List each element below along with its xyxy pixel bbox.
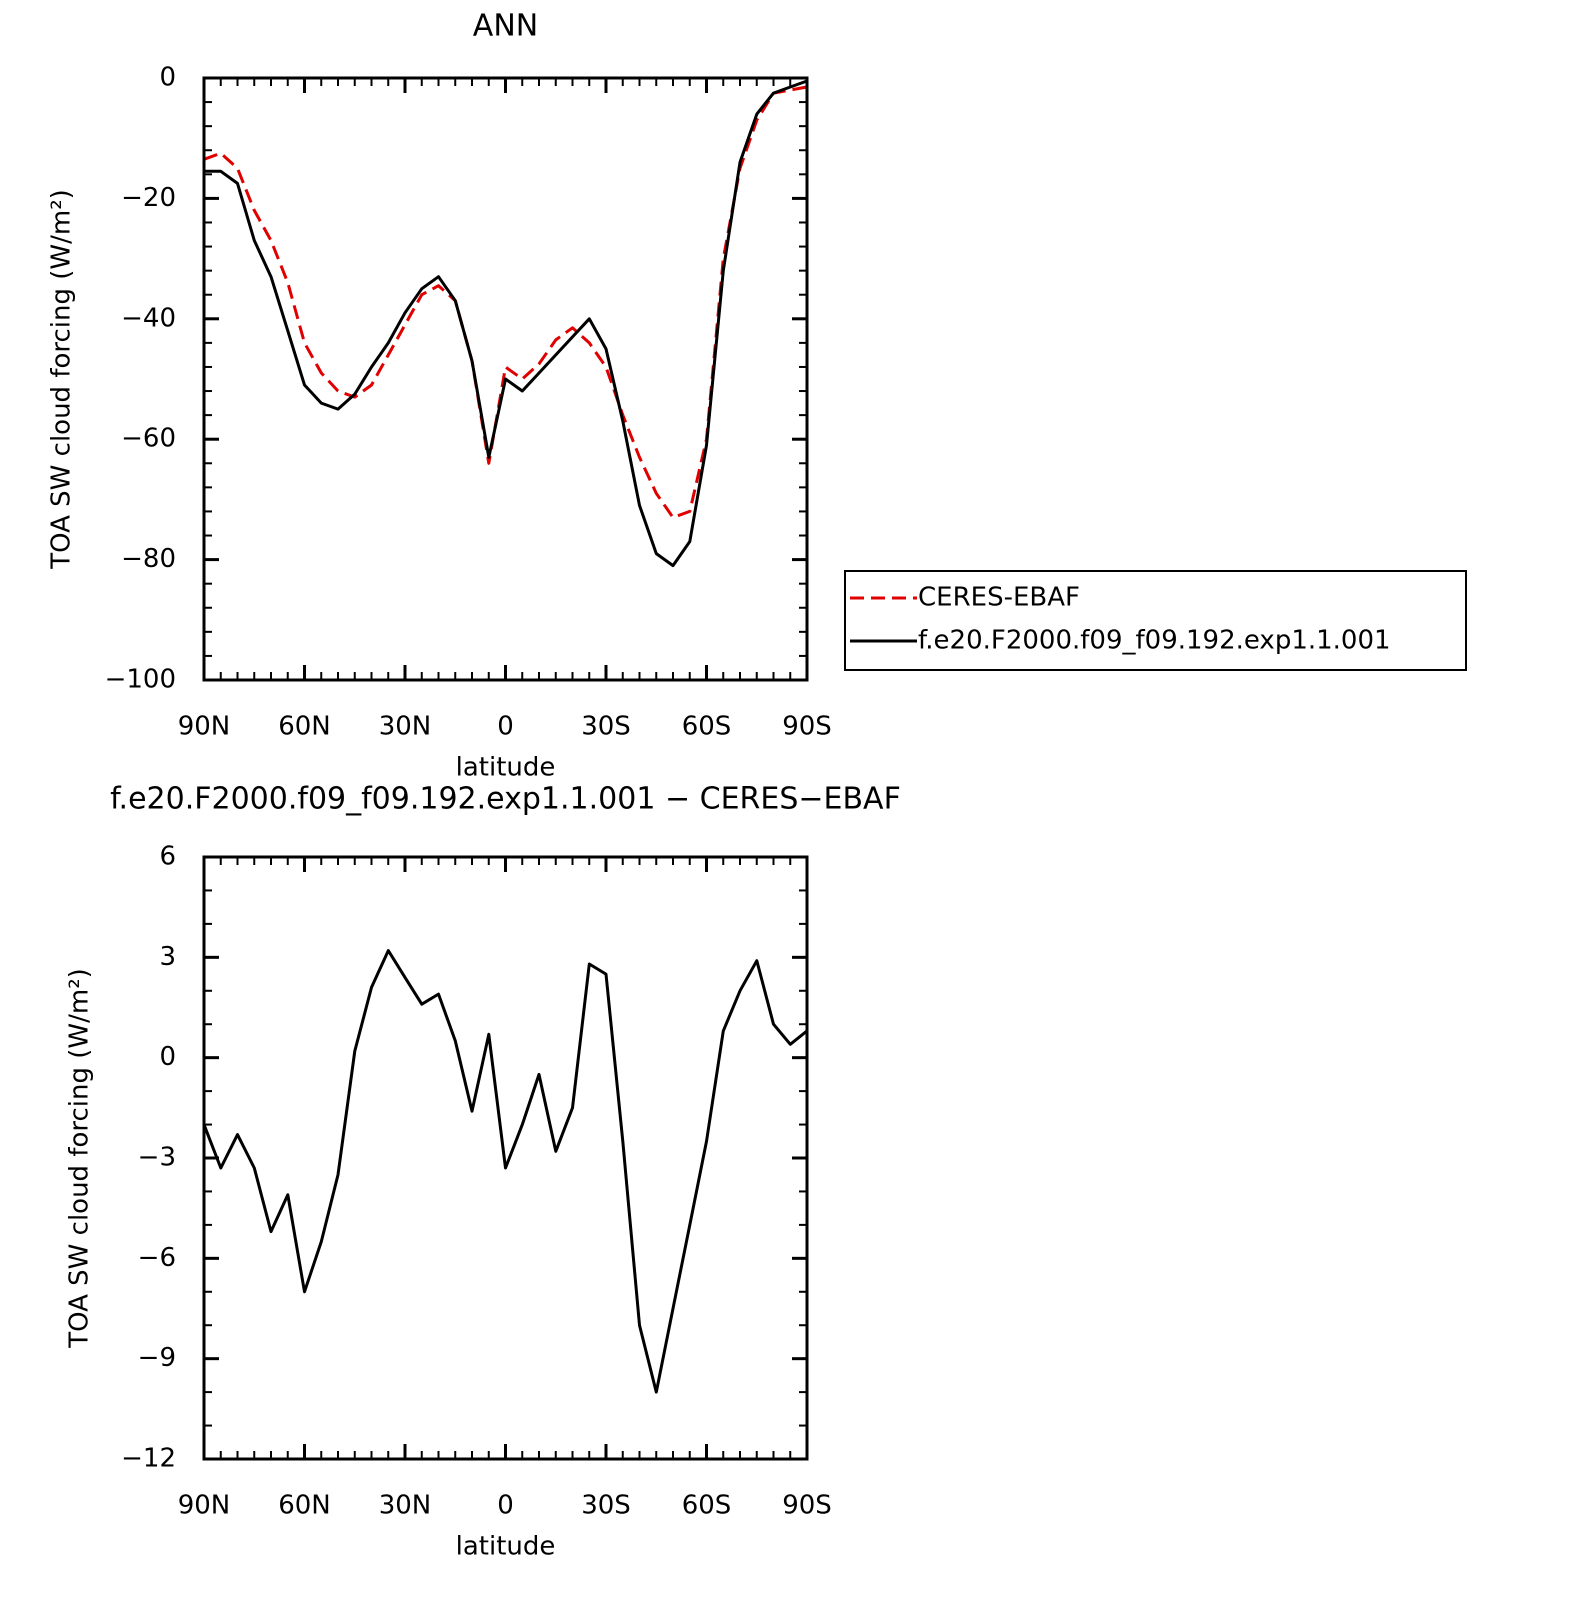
x-tick-label: 60N bbox=[278, 1491, 331, 1521]
y-tick-label: −3 bbox=[138, 1143, 176, 1173]
x-tick-label: 0 bbox=[497, 712, 514, 742]
legend-label: CERES-EBAF bbox=[918, 583, 1080, 613]
x-tick-label: 90S bbox=[782, 712, 832, 742]
y-tick-label: −100 bbox=[105, 665, 176, 695]
y-axis-label: TOA SW cloud forcing (W/m²) bbox=[65, 968, 95, 1349]
x-axis-label: latitude bbox=[456, 753, 556, 783]
y-tick-label: −6 bbox=[138, 1243, 176, 1273]
y-tick-label: −12 bbox=[121, 1444, 176, 1474]
plot-frame bbox=[202, 76, 809, 682]
plot-frame bbox=[202, 855, 809, 1461]
y-tick-label: −20 bbox=[121, 183, 176, 213]
y-tick-label: −80 bbox=[121, 544, 176, 574]
y-axis-label: TOA SW cloud forcing (W/m²) bbox=[47, 189, 77, 570]
y-tick-label: −40 bbox=[121, 303, 176, 333]
x-tick-label: 30N bbox=[379, 1491, 432, 1521]
x-tick-label: 90N bbox=[178, 1491, 231, 1521]
y-tick-label: −9 bbox=[138, 1343, 176, 1373]
y-tick-label: 0 bbox=[159, 63, 176, 93]
y-tick-label: 3 bbox=[159, 942, 176, 972]
x-tick-label: 30N bbox=[379, 712, 432, 742]
chart-title: f.e20.F2000.f09_f09.192.exp1.1.001 − CER… bbox=[110, 782, 901, 817]
chart-title: ANN bbox=[473, 9, 538, 44]
x-tick-label: 30S bbox=[581, 712, 631, 742]
data-line bbox=[204, 79, 808, 568]
x-tick-label: 60N bbox=[278, 712, 331, 742]
y-tick-label: 0 bbox=[159, 1042, 176, 1072]
x-tick-label: 90N bbox=[178, 712, 231, 742]
legend-box bbox=[844, 570, 1467, 671]
y-tick-label: 6 bbox=[159, 842, 176, 872]
data-line bbox=[203, 85, 808, 519]
data-line bbox=[202, 949, 808, 1394]
legend-label: f.e20.F2000.f09_f09.192.exp1.1.001 bbox=[918, 626, 1391, 656]
x-tick-label: 90S bbox=[782, 1491, 832, 1521]
x-tick-label: 60S bbox=[682, 712, 732, 742]
y-tick-label: −60 bbox=[121, 424, 176, 454]
x-tick-label: 0 bbox=[497, 1491, 514, 1521]
x-tick-label: 30S bbox=[581, 1491, 631, 1521]
x-axis-label: latitude bbox=[456, 1532, 556, 1562]
x-tick-label: 60S bbox=[682, 1491, 732, 1521]
